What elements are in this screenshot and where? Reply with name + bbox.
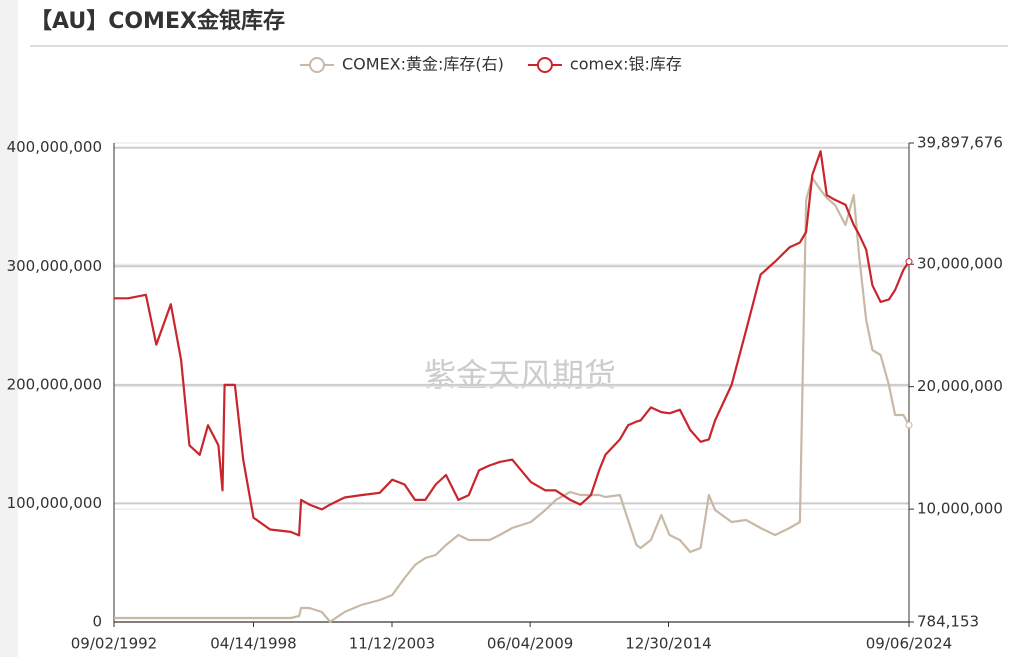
end-marker: [905, 421, 913, 429]
x-tick-label: 06/04/2009: [487, 635, 573, 653]
legend-item: comex:银:库存: [527, 55, 682, 74]
legend-symbol: [536, 57, 553, 73]
x-tick-label: 09/06/2024: [866, 635, 952, 653]
y-tick-label: 400,000,000: [7, 138, 102, 156]
y2-tick-label: 30,000,000: [917, 255, 1003, 273]
series-line: [114, 176, 910, 623]
y2-tick-label: 784,153: [917, 613, 979, 631]
y2-tick-label: 20,000,000: [917, 377, 1003, 395]
x-tick-label: 11/12/2003: [349, 635, 435, 653]
chart-title: 【AU】COMEX金银库存: [30, 8, 285, 34]
y-tick-label: 300,000,000: [7, 257, 102, 275]
legend-symbol: [309, 57, 325, 73]
legend-label: comex:银:库存: [570, 55, 682, 74]
y2-tick-label: 39,897,676: [917, 134, 1003, 152]
y-tick-label: 0: [92, 613, 102, 631]
y2-tick-label: 10,000,000: [917, 500, 1003, 518]
y-tick-label: 100,000,000: [7, 494, 102, 512]
watermark: 紫金天风期货: [424, 356, 616, 394]
end-marker: [905, 258, 913, 266]
x-tick-label: 12/30/2014: [625, 635, 711, 653]
series-line: [114, 150, 910, 537]
x-tick-label: 09/02/1992: [71, 635, 157, 653]
legend-item: COMEX:黄金:库存(右): [300, 55, 504, 74]
y-tick-label: 200,000,000: [7, 375, 102, 393]
side-strip: [0, 0, 18, 657]
x-tick-label: 04/14/1998: [210, 635, 296, 653]
legend-label: COMEX:黄金:库存(右): [342, 55, 504, 74]
